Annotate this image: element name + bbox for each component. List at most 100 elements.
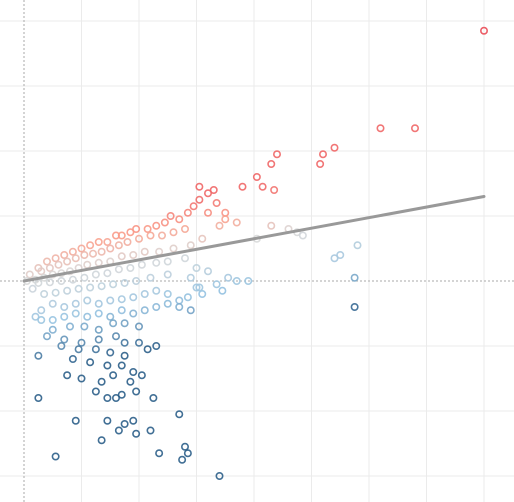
data-point — [80, 251, 89, 260]
data-point — [163, 257, 172, 266]
data-point — [146, 426, 155, 435]
data-point — [71, 309, 80, 318]
data-point — [48, 299, 57, 308]
data-point — [86, 283, 95, 292]
data-point — [106, 296, 115, 305]
data-point — [132, 276, 141, 285]
data-point — [37, 315, 46, 324]
data-point — [258, 182, 267, 191]
data-point — [45, 278, 54, 287]
data-point — [97, 377, 106, 386]
data-point — [143, 225, 152, 234]
data-point — [28, 284, 37, 293]
data-point — [221, 208, 230, 217]
data-point — [169, 244, 178, 253]
data-point — [94, 335, 103, 344]
data-point — [80, 273, 89, 282]
data-point — [109, 371, 118, 380]
data-point — [135, 338, 144, 347]
data-point — [117, 252, 126, 261]
data-point — [192, 263, 201, 272]
data-point — [51, 452, 60, 461]
data-point — [163, 289, 172, 298]
data-point — [140, 289, 149, 298]
data-point — [77, 338, 86, 347]
data-point — [106, 312, 115, 321]
data-point — [135, 322, 144, 331]
data-point — [112, 231, 121, 240]
data-point — [195, 195, 204, 204]
data-point — [160, 218, 169, 227]
data-point — [183, 208, 192, 217]
data-point — [152, 221, 161, 230]
data-point — [63, 257, 72, 266]
data-point — [48, 325, 57, 334]
data-point — [106, 244, 115, 253]
data-point — [270, 186, 279, 195]
data-point — [215, 471, 224, 480]
data-point — [186, 273, 195, 282]
data-point — [336, 251, 345, 260]
data-point — [42, 332, 51, 341]
data-point — [31, 312, 40, 321]
data-point — [218, 286, 227, 295]
data-point — [135, 234, 144, 243]
data-point — [146, 231, 155, 240]
data-point — [94, 299, 103, 308]
data-point — [376, 124, 385, 133]
data-point — [166, 212, 175, 221]
data-point — [112, 332, 121, 341]
data-point — [77, 374, 86, 383]
data-point — [57, 341, 66, 350]
data-point — [267, 160, 276, 169]
data-point — [63, 371, 72, 380]
data-point — [232, 218, 241, 227]
data-point — [129, 367, 138, 376]
data-point — [152, 341, 161, 350]
data-point — [103, 416, 112, 425]
data-point — [175, 410, 184, 419]
data-point — [117, 306, 126, 315]
data-point — [120, 278, 129, 287]
data-point — [149, 393, 158, 402]
data-point — [353, 241, 362, 250]
data-point — [112, 393, 121, 402]
data-point — [129, 309, 138, 318]
data-point — [189, 202, 198, 211]
data-point — [94, 258, 103, 267]
data-point — [183, 449, 192, 458]
data-point — [89, 249, 98, 258]
data-point — [25, 270, 34, 279]
data-point — [192, 283, 201, 292]
data-point — [97, 282, 106, 291]
data-point — [132, 225, 141, 234]
data-point — [143, 345, 152, 354]
data-point — [224, 273, 233, 282]
data-point — [94, 309, 103, 318]
data-point — [126, 228, 135, 237]
data-point — [114, 426, 123, 435]
trend-line-group — [22, 195, 486, 283]
data-point — [51, 254, 60, 263]
data-point — [120, 351, 129, 360]
data-point — [186, 306, 195, 315]
data-point — [221, 215, 230, 224]
data-point — [77, 244, 86, 253]
data-point — [152, 302, 161, 311]
data-point — [68, 275, 77, 284]
data-point — [37, 306, 46, 315]
data-point — [330, 254, 339, 263]
data-point — [137, 260, 146, 269]
data-point — [86, 358, 95, 367]
data-point — [215, 221, 224, 230]
data-point — [60, 312, 69, 321]
data-point — [97, 436, 106, 445]
data-point — [80, 322, 89, 331]
data-point — [60, 335, 69, 344]
data-point — [163, 270, 172, 279]
data-point — [209, 186, 218, 195]
data-point — [298, 231, 307, 240]
data-point — [103, 238, 112, 247]
data-point — [34, 351, 43, 360]
